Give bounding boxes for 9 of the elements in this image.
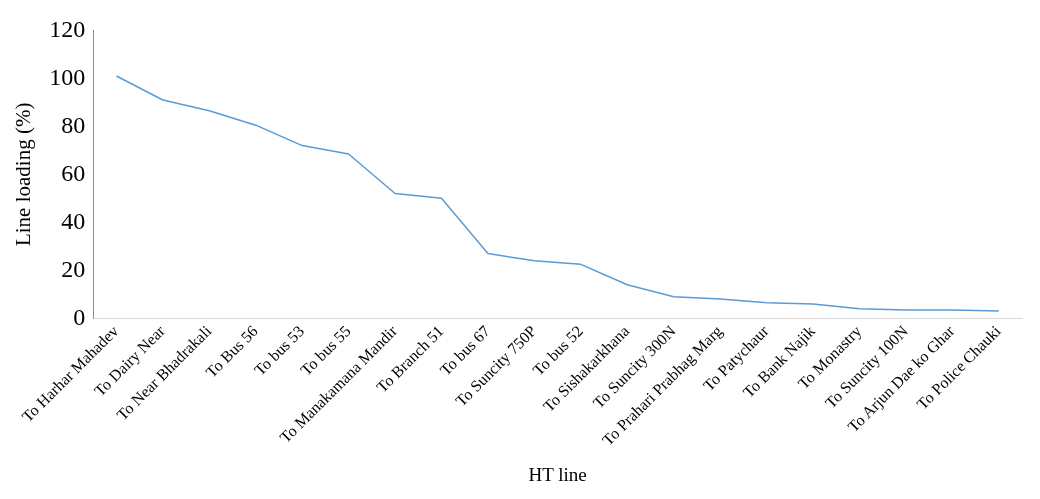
y-tick-label: 80 [61, 111, 86, 138]
y-tick-label: 0 [73, 303, 86, 330]
y-tick-label: 60 [61, 159, 86, 186]
y-tick-label: 20 [61, 255, 86, 282]
x-axis-title: HT line [528, 463, 587, 485]
y-tick-label: 100 [49, 63, 86, 90]
y-axis-title: Line loading (%) [11, 102, 36, 247]
y-tick-label: 120 [49, 15, 86, 42]
y-tick-label: 40 [61, 207, 86, 234]
